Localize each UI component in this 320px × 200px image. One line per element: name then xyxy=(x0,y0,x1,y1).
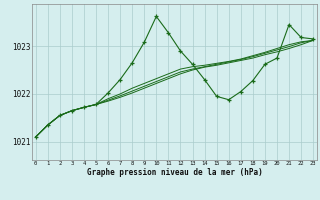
X-axis label: Graphe pression niveau de la mer (hPa): Graphe pression niveau de la mer (hPa) xyxy=(86,168,262,177)
